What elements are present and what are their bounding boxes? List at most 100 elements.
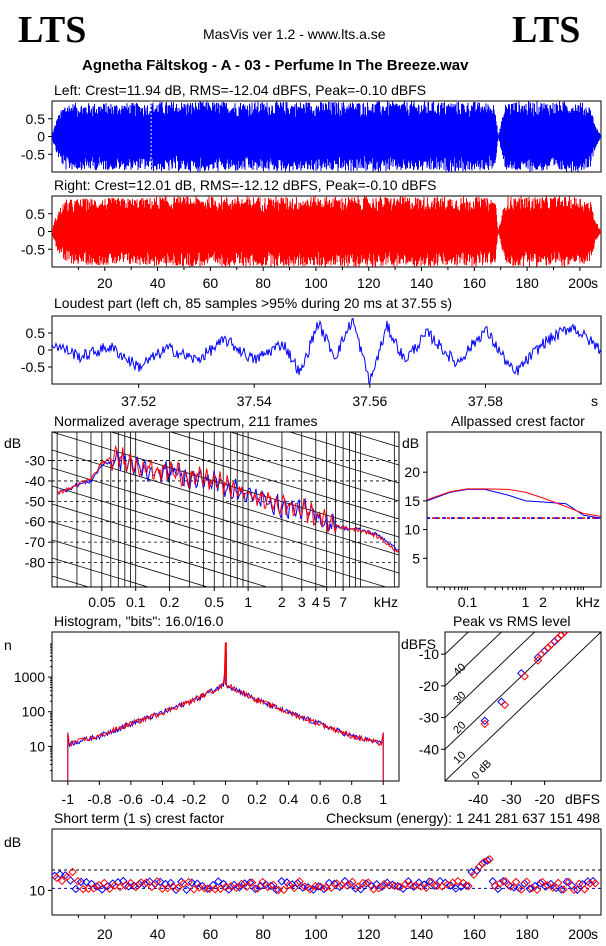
loudest-part-ytick-label: 0.5 (26, 325, 46, 341)
short-term-crest-point (166, 878, 176, 888)
average-spectrum-slope-line (52, 521, 269, 587)
average-spectrum-xtick-label: 0.05 (88, 594, 115, 610)
short-term-crest-point (100, 878, 109, 888)
short-term-crest-point (346, 880, 355, 889)
short-term-crest-point (422, 883, 431, 892)
short-term-crest-point (480, 857, 489, 867)
short-term-crest-point (546, 879, 556, 889)
short-term-crest-point (68, 867, 77, 877)
right-waveform-xtick-label: 40 (150, 275, 166, 291)
short-term-crest-point (73, 876, 83, 886)
short-term-crest-point (564, 877, 574, 887)
peak-vs-rms-ytick-label: -10 (419, 646, 439, 662)
allpassed-crest-ytick-label: 10 (404, 522, 420, 538)
right-waveform-xunit: s (591, 275, 598, 291)
histogram-xtick-label: 0.4 (279, 791, 299, 807)
short-term-crest-point (363, 878, 373, 887)
allpassed-crest-series-0 (427, 488, 601, 519)
short-term-crest-point (358, 878, 368, 888)
histogram-xtick-label: -0.2 (182, 791, 206, 807)
average-spectrum-ytick-label: -70 (25, 534, 45, 550)
peak-vs-rms-point (480, 719, 490, 729)
short-term-crest-point (342, 881, 352, 890)
right-waveform-ytick-label: -0.5 (21, 241, 45, 257)
short-term-crest-point (474, 862, 484, 872)
average-spectrum-xtick-label: 5 (323, 594, 331, 610)
allpassed-crest-title: Allpassed crest factor (451, 413, 585, 429)
short-term-crest-point (400, 879, 410, 889)
loudest-part-marks (52, 317, 601, 384)
average-spectrum-xtick-label: 2 (278, 594, 286, 610)
average-spectrum-xtick-label: 4 (312, 594, 320, 610)
short-term-crest-point (237, 879, 246, 889)
short-term-crest-title: Short term (1 s) crest factor (54, 810, 225, 826)
average-spectrum-series-1 (57, 444, 399, 553)
short-term-crest-point (490, 881, 500, 891)
short-term-crest-point (385, 881, 394, 890)
loudest-part-xtick-label: 37.58 (468, 393, 503, 409)
short-term-crest-point (462, 881, 471, 890)
short-term-crest-point (258, 877, 267, 887)
histogram-xtick-label: 1 (379, 791, 387, 807)
peak-vs-rms-crest-label: 30 (451, 689, 468, 706)
short-term-crest-point (71, 884, 80, 894)
short-term-crest-point (553, 878, 563, 888)
short-term-crest-point (374, 884, 384, 893)
average-spectrum-ytick-label: -30 (25, 453, 45, 469)
loudest-part-ytick-label: -0.5 (21, 359, 45, 375)
short-term-crest-point (142, 878, 151, 887)
short-term-crest-point (219, 879, 228, 889)
peak-vs-rms-grid (445, 632, 601, 781)
short-term-crest-point (506, 882, 515, 891)
short-term-crest-point (501, 876, 510, 886)
average-spectrum-marks (57, 444, 399, 553)
short-term-crest-point (404, 877, 413, 886)
allpassed-crest-xtick-label: 0.1 (458, 594, 478, 610)
short-term-crest-ylabel: dB (4, 834, 21, 850)
peak-vs-rms-point (546, 640, 556, 649)
short-term-crest-point (131, 882, 141, 892)
short-term-crest-point (224, 885, 234, 894)
peak-vs-rms-point (537, 649, 546, 659)
short-term-crest-point (369, 884, 378, 894)
allpassed-crest-ytick-label: 5 (412, 550, 420, 566)
left-waveform-ytick-label: -0.5 (21, 146, 45, 162)
average-spectrum-slope-line (52, 306, 399, 411)
average-spectrum-ytick-label: -60 (25, 514, 45, 530)
short-term-crest-point (284, 880, 294, 890)
short-term-crest-point (152, 877, 162, 886)
short-term-crest-point (432, 881, 442, 891)
short-term-crest-point (221, 882, 230, 892)
right-waveform-xtick-label: 180 (515, 275, 539, 291)
short-term-crest-xtick-label: 100 (304, 926, 328, 942)
short-term-crest-point (63, 872, 72, 881)
peak-vs-rms-crest-line (445, 632, 469, 655)
loudest-part-title: Loudest part (left ch, 85 samples >95% d… (54, 295, 452, 311)
short-term-crest-point (311, 881, 320, 891)
average-spectrum-slope-line (52, 449, 399, 556)
allpassed-crest-ytick-label: 20 (404, 464, 420, 480)
short-term-crest-point (126, 878, 135, 888)
peak-vs-rms-ytick-label: -20 (419, 678, 439, 694)
histogram-xtick-label: 0.8 (342, 791, 362, 807)
histogram-ytick-label: 10 (29, 738, 45, 754)
short-term-crest-point (559, 885, 568, 894)
peak-vs-rms-point (560, 632, 569, 637)
short-term-crest-point (136, 878, 146, 887)
average-spectrum-xtick-label: 1 (244, 594, 252, 610)
short-term-crest-point (205, 884, 215, 893)
average-spectrum-xtick-label: 0.5 (205, 594, 225, 610)
short-term-crest-point (548, 883, 558, 892)
right-waveform-xtick-label: 80 (255, 275, 271, 291)
short-term-crest-point (532, 885, 542, 895)
loudest-part-ytick-label: 0 (37, 342, 45, 358)
short-term-crest-point (353, 882, 362, 891)
peak-vs-rms-crest-line (445, 632, 503, 687)
peak-vs-rms-frame (444, 631, 602, 782)
short-term-crest-point (184, 877, 193, 887)
short-term-crest-xtick-label: 20 (97, 926, 113, 942)
loudest-part-xtick-label: 37.54 (237, 393, 272, 409)
short-term-crest-point (57, 876, 67, 886)
peak-vs-rms-ylabel: dBFS (401, 636, 436, 652)
short-term-crest-point (158, 884, 167, 893)
